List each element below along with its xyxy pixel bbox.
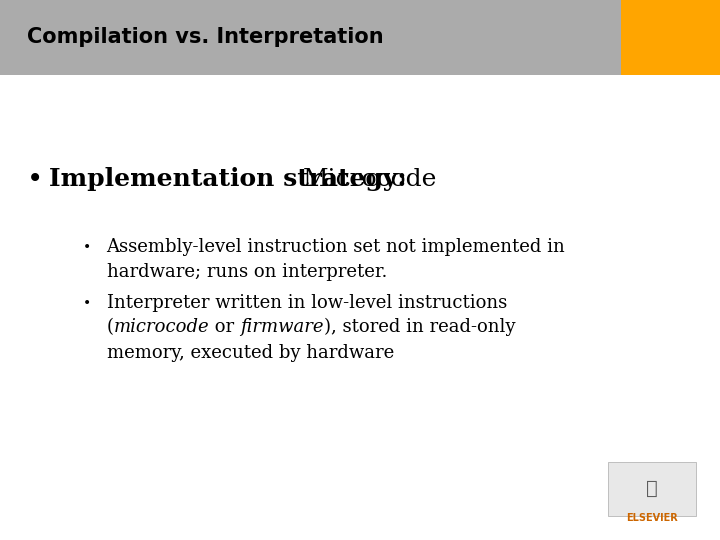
Text: (: ( [107,318,114,336]
Text: firmware: firmware [240,318,323,336]
Text: Compilation vs. Interpretation: Compilation vs. Interpretation [27,27,384,48]
Text: Assembly-level instruction set not implemented in: Assembly-level instruction set not imple… [107,238,565,256]
Text: •: • [83,240,91,254]
Text: Interpreter written in low-level instructions: Interpreter written in low-level instruc… [107,294,507,312]
Text: hardware; runs on interpreter.: hardware; runs on interpreter. [107,264,387,281]
Bar [608,462,696,516]
Text: •: • [27,165,44,193]
Text: microcode: microcode [114,318,210,336]
Bar [0,0,621,75]
Text: ), stored in read-only: ), stored in read-only [323,318,515,336]
Text: or: or [210,318,240,336]
Text: memory, executed by hardware: memory, executed by hardware [107,344,394,362]
Bar [621,0,720,75]
Text: Microcode: Microcode [302,168,437,191]
Text: 🌳: 🌳 [647,479,658,498]
Text: ELSEVIER: ELSEVIER [626,514,678,523]
Text: •: • [83,295,91,309]
Text: Implementation strategy:: Implementation strategy: [49,167,415,191]
